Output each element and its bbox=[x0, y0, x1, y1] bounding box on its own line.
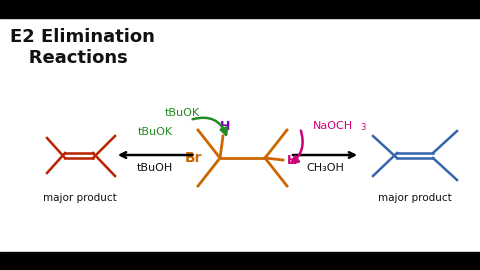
Text: E2 Elimination
   Reactions: E2 Elimination Reactions bbox=[10, 28, 155, 67]
Text: tBuOK: tBuOK bbox=[165, 108, 200, 118]
Text: tBuOH: tBuOH bbox=[137, 163, 173, 173]
Bar bbox=[0, 0, 480, 18]
FancyArrowPatch shape bbox=[192, 118, 227, 135]
Text: major product: major product bbox=[378, 193, 452, 203]
Text: 3: 3 bbox=[360, 123, 365, 132]
Text: major product: major product bbox=[43, 193, 117, 203]
Text: NaOCH: NaOCH bbox=[313, 121, 353, 131]
FancyArrowPatch shape bbox=[291, 131, 303, 163]
Bar bbox=[0, 252, 480, 270]
Text: tBuOK: tBuOK bbox=[137, 127, 173, 137]
Text: H: H bbox=[220, 120, 230, 133]
Text: Br: Br bbox=[184, 151, 202, 165]
Text: H: H bbox=[287, 154, 298, 167]
Text: CH₃OH: CH₃OH bbox=[306, 163, 344, 173]
